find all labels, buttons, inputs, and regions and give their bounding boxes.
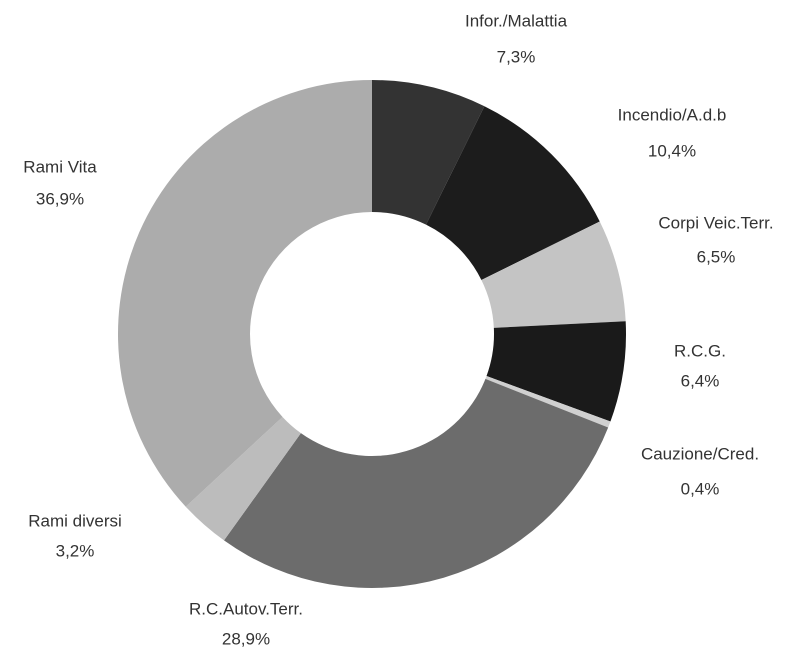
slice-label: Cauzione/Cred. (641, 444, 759, 463)
slice-label: Corpi Veic.Terr. (658, 213, 773, 232)
slice-value: 10,4% (648, 141, 696, 160)
slice-label: Infor./Malattia (465, 11, 568, 30)
slice-value: 0,4% (681, 479, 720, 498)
slice-label: Incendio/A.d.b (618, 105, 727, 124)
slice-label: R.C.Autov.Terr. (189, 599, 303, 618)
slice-label: R.C.G. (674, 341, 726, 360)
slice-value: 6,4% (681, 371, 720, 390)
slice (481, 221, 626, 328)
slice (485, 376, 611, 428)
slice-value: 6,5% (697, 247, 736, 266)
slice-value: 7,3% (497, 47, 536, 66)
slice-value: 36,9% (36, 189, 84, 208)
slice-value: 3,2% (56, 541, 95, 560)
slice-label: Rami diversi (28, 511, 122, 530)
slice (372, 80, 485, 225)
slice (185, 416, 301, 541)
slice (223, 378, 609, 588)
slice (486, 321, 626, 422)
slice (426, 106, 600, 280)
slice-value: 28,9% (222, 629, 270, 648)
slice-label: Rami Vita (23, 157, 97, 176)
slice (117, 80, 373, 507)
